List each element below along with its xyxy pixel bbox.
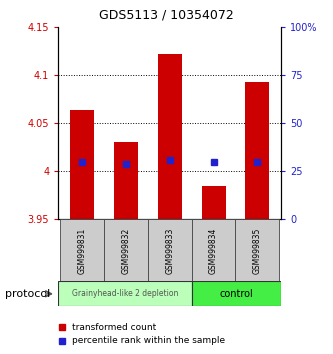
- Bar: [235, 219, 279, 281]
- Bar: [104, 219, 148, 281]
- Bar: [245, 82, 269, 218]
- Text: transformed count: transformed count: [72, 323, 156, 332]
- Text: GSM999832: GSM999832: [122, 227, 131, 274]
- Bar: [58, 281, 192, 306]
- Bar: [114, 142, 138, 218]
- Text: protocol: protocol: [5, 289, 50, 299]
- Text: Grainyhead-like 2 depletion: Grainyhead-like 2 depletion: [72, 289, 178, 298]
- Text: percentile rank within the sample: percentile rank within the sample: [72, 336, 225, 345]
- Bar: [61, 219, 104, 281]
- Bar: [158, 53, 182, 218]
- Text: GSM999835: GSM999835: [253, 227, 262, 274]
- Text: control: control: [220, 289, 254, 299]
- Text: GDS5113 / 10354072: GDS5113 / 10354072: [99, 9, 234, 22]
- Bar: [148, 219, 192, 281]
- Bar: [192, 219, 235, 281]
- Text: GSM999833: GSM999833: [165, 227, 174, 274]
- Bar: [192, 281, 281, 306]
- Text: GSM999834: GSM999834: [209, 227, 218, 274]
- Text: GSM999831: GSM999831: [78, 227, 87, 274]
- Bar: [201, 186, 226, 218]
- Bar: [70, 110, 94, 218]
